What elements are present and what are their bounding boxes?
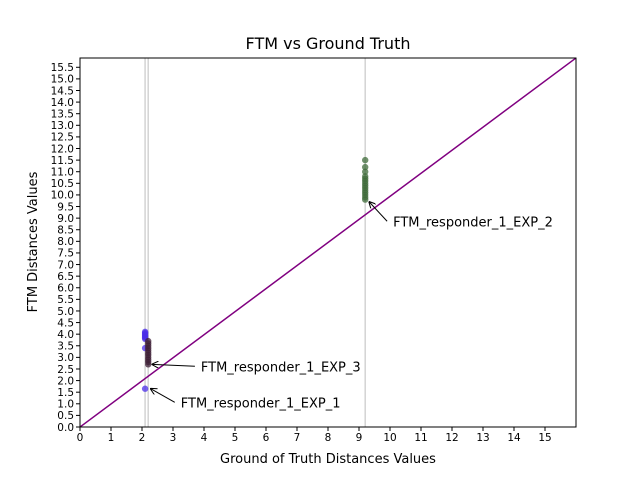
- y-tick-label: 0.0: [57, 422, 74, 434]
- y-tick-label: 4.0: [57, 329, 74, 341]
- x-tick-label: 12: [445, 432, 458, 444]
- y-tick-label: 10.0: [51, 190, 74, 202]
- x-tick-label: 1: [108, 432, 115, 444]
- y-tick-label: 3.5: [57, 341, 74, 353]
- y-tick-label: 14.5: [51, 85, 74, 97]
- x-tick-label: 15: [538, 432, 551, 444]
- y-tick-label: 2.5: [57, 364, 74, 376]
- y-tick-label: 5.5: [57, 294, 74, 306]
- annotation-label: FTM_responder_1_EXP_3: [201, 360, 361, 375]
- data-point: [362, 173, 369, 180]
- y-tick-label: 4.5: [57, 317, 74, 329]
- annotation-arrow: [369, 202, 388, 222]
- data-point: [362, 156, 369, 164]
- annotation-arrow: [151, 389, 175, 403]
- series-1: [145, 337, 152, 368]
- reference-line: [80, 58, 576, 427]
- x-tick-label: 2: [139, 432, 146, 444]
- chart-title: FTM vs Ground Truth: [246, 34, 411, 53]
- x-tick-label: 13: [476, 432, 489, 444]
- series-0: [141, 328, 149, 392]
- y-tick-label: 15.5: [51, 62, 74, 74]
- y-axis-label: FTM Distances Values: [26, 171, 41, 312]
- y-tick-label: 1.0: [57, 399, 74, 411]
- x-tick-label: 3: [170, 432, 177, 444]
- y-tick-label: 12.0: [51, 143, 74, 155]
- y-tick-label: 11.5: [51, 155, 74, 167]
- x-tick-label: 0: [77, 432, 84, 444]
- annotation-label: FTM_responder_1_EXP_2: [393, 215, 553, 230]
- x-tick-label: 11: [414, 432, 427, 444]
- x-tick-label: 4: [201, 432, 208, 444]
- data-point: [141, 385, 149, 392]
- y-tick-label: 5.0: [57, 306, 74, 318]
- y-tick-label: 13.5: [51, 108, 74, 120]
- plot-area: [80, 58, 576, 427]
- x-axis: 0 1 2 3 4 5 6 7 8 9 10 11 12 13 14 15: [77, 427, 552, 444]
- y-tick-label: 11.0: [51, 167, 74, 179]
- y-tick-label: 10.5: [51, 178, 74, 190]
- y-tick-label: 15.0: [51, 74, 74, 86]
- data-point: [362, 163, 369, 171]
- data-point: [362, 168, 369, 175]
- x-tick-label: 8: [325, 432, 332, 444]
- y-tick-label: 6.5: [57, 271, 74, 283]
- y-tick-label: 1.5: [57, 387, 74, 399]
- y-tick-label: 9.5: [57, 201, 74, 213]
- y-tick-label: 2.0: [57, 375, 74, 387]
- y-tick-label: 14.0: [51, 97, 74, 109]
- y-tick-label: 6.0: [57, 283, 74, 295]
- x-tick-label: 6: [263, 432, 270, 444]
- y-tick-label: 12.5: [51, 132, 74, 144]
- y-tick-label: 0.5: [57, 410, 74, 422]
- data-point: [141, 328, 149, 336]
- y-tick-label: 13.0: [51, 120, 74, 132]
- y-tick-label: 8.5: [57, 225, 74, 237]
- x-tick-label: 14: [507, 432, 521, 444]
- x-tick-label: 9: [356, 432, 363, 444]
- y-tick-label: 7.0: [57, 259, 74, 271]
- x-axis-label: Ground of Truth Distances Values: [220, 452, 436, 467]
- x-tick-label: 7: [294, 432, 301, 444]
- x-tick-label: 10: [383, 432, 396, 444]
- annotation-arrow: [152, 364, 195, 366]
- annotations: FTM_responder_1_EXP_2 FTM_responder_1_EXP…: [151, 202, 553, 411]
- y-tick-label: 7.5: [57, 248, 74, 260]
- annotation-label: FTM_responder_1_EXP_1: [181, 396, 341, 411]
- y-tick-label: 9.0: [57, 213, 74, 225]
- series-2: [362, 156, 369, 203]
- y-tick-label: 3.0: [57, 352, 74, 364]
- y-axis: 0.00.51.01.52.02.53.03.54.04.55.05.56.06…: [51, 62, 80, 434]
- data-point: [145, 337, 152, 345]
- x-tick-label: 5: [232, 432, 239, 444]
- y-tick-label: 8.0: [57, 236, 74, 248]
